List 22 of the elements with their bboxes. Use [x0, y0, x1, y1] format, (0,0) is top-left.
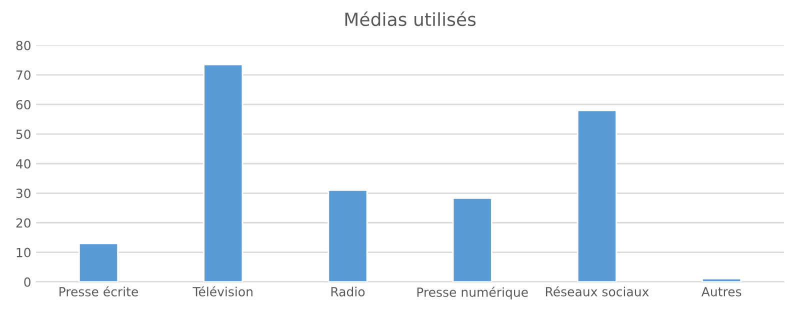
y-tick-label: 70 — [16, 70, 30, 80]
bar — [702, 278, 742, 282]
bar — [328, 190, 368, 282]
x-tick-label: Presse écrite — [60, 286, 138, 296]
y-tick-label: 30 — [16, 188, 30, 198]
y-tick-label: 20 — [16, 218, 30, 228]
y-tick-label: 40 — [16, 159, 30, 169]
y-tick-label: 80 — [16, 40, 30, 50]
y-tick-label: 0 — [24, 277, 30, 287]
y-tick-label: 60 — [16, 100, 30, 110]
x-tick-label: Réseaux sociaux — [546, 286, 649, 296]
x-tick-label: Presse numérique — [417, 286, 528, 300]
bar — [576, 110, 617, 282]
x-tick-label: Radio — [331, 286, 365, 296]
bar — [452, 198, 492, 282]
bar — [203, 64, 244, 282]
y-tick-label: 50 — [16, 130, 30, 139]
x-tick-label: Télévision — [192, 286, 252, 296]
x-tick-label: Autres — [701, 287, 742, 296]
bar — [78, 242, 118, 282]
y-tick-label: 10 — [16, 248, 30, 258]
chart-title: Médias utilisés — [345, 11, 476, 26]
